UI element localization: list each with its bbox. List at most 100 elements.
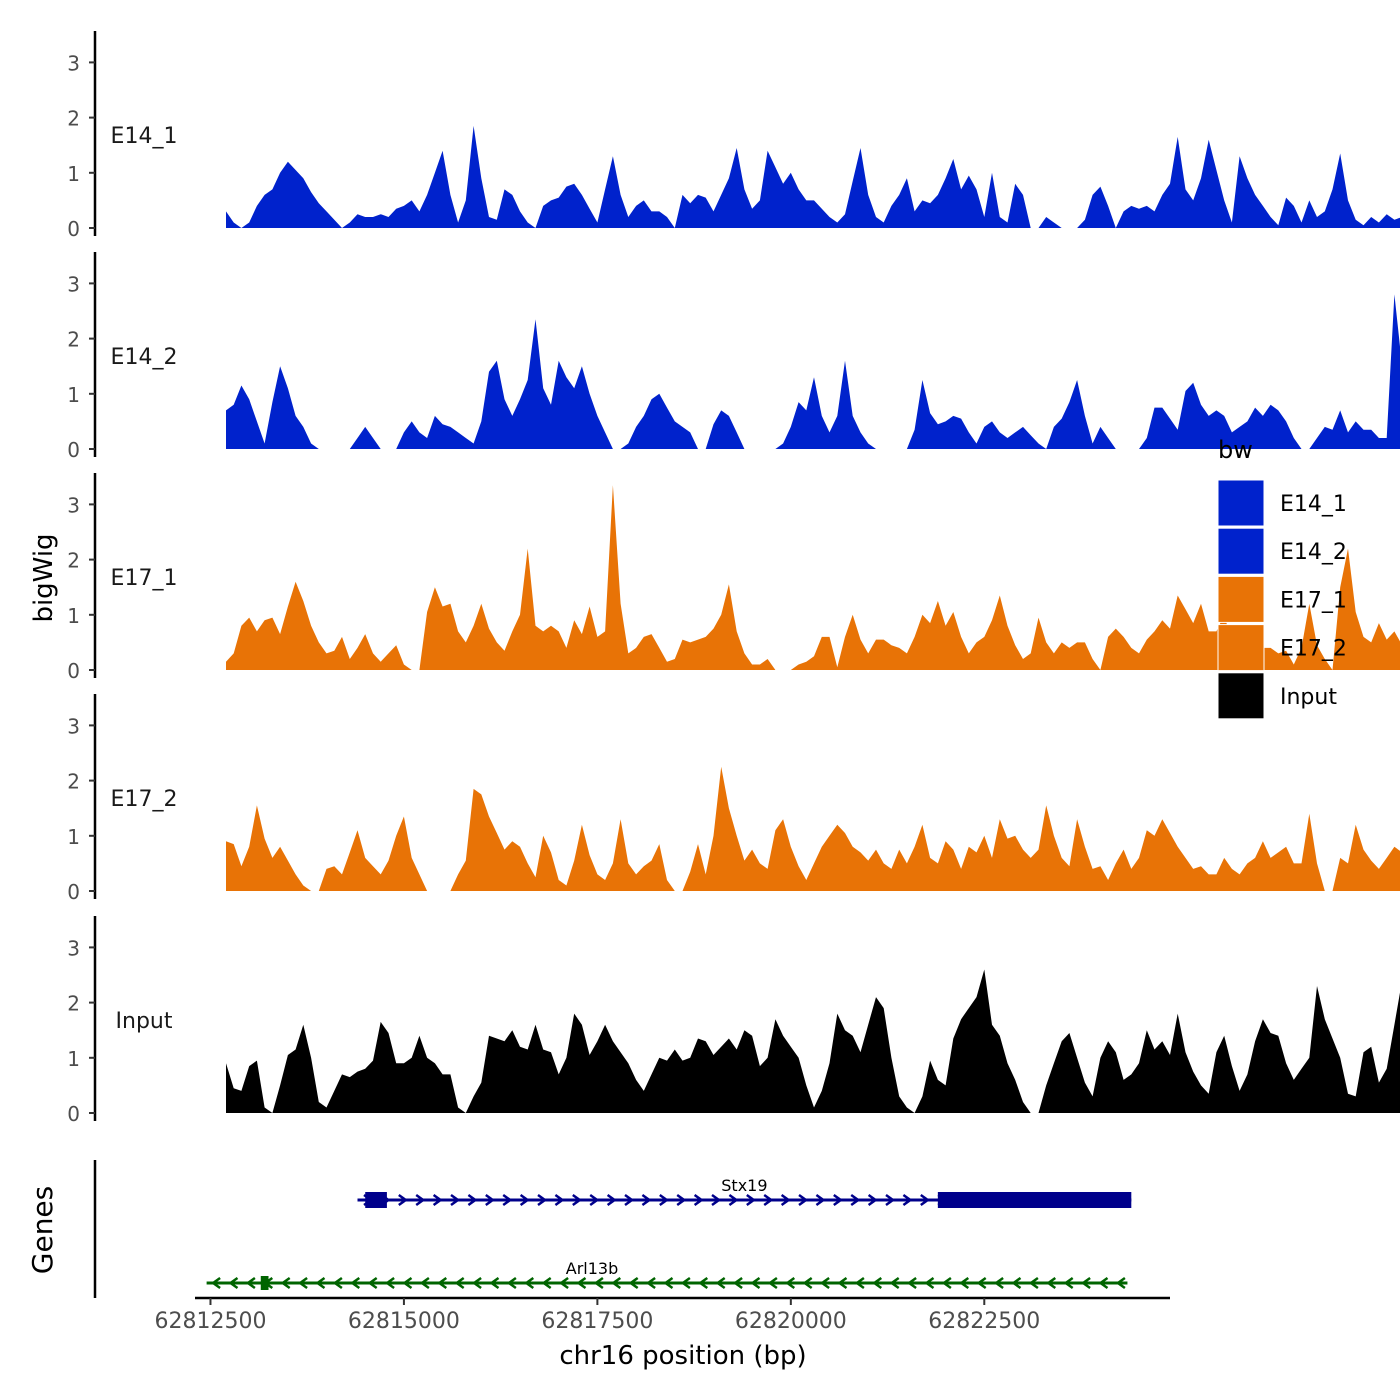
strand-chevron [676,1193,687,1207]
y-tick-label: 2 [67,107,80,131]
coverage-area [226,766,1400,891]
track-e17-1: 0 1 2 3 E17_1 [67,473,1400,683]
x-tick-label: 62812500 [154,1309,266,1334]
y-tick-label: 1 [67,604,80,628]
legend-swatch [1217,527,1265,575]
y-tick-label: 2 [67,328,80,352]
strand-chevron [819,1276,830,1290]
strand-chevron [993,1276,1004,1290]
strand-chevron [663,1276,674,1290]
strand-chevron [889,1276,900,1290]
strand-chevron [837,1276,848,1290]
y-tick-label: 0 [67,659,80,683]
y-tick-label: 0 [67,880,80,904]
y-tick-label: 1 [67,162,80,186]
y-tick-label: 1 [67,383,80,407]
legend-swatch [1217,672,1265,720]
strand-chevron [1011,1276,1022,1290]
strand-chevron [398,1193,408,1207]
y-tick-label: 3 [67,493,80,517]
track-label: E14_2 [111,345,178,370]
strand-chevron [941,1276,952,1290]
strand-chevron [959,1276,970,1290]
strand-chevron [576,1276,587,1290]
y-tick-label: 0 [67,438,80,462]
x-axis-title: chr16 position (bp) [559,1341,806,1371]
y-tick-label: 3 [67,936,80,960]
strand-chevron [763,1193,774,1207]
strand-chevron [524,1276,535,1290]
track-e14-1: 0 1 2 3 E14_1 [67,31,1400,241]
strand-chevron [437,1276,448,1290]
strand-chevron [750,1276,761,1290]
strand-chevron [350,1276,361,1290]
legend-entry-label: E14_1 [1280,492,1347,517]
strand-chevron [780,1193,791,1207]
strand-chevron [467,1193,478,1207]
strand-chevron [611,1276,622,1290]
track-label: E17_2 [111,787,178,812]
y-tick-label: 2 [67,770,80,794]
gene-name-label: Stx19 [721,1176,767,1195]
strand-chevron [402,1276,413,1290]
y-tick-label: 3 [67,51,80,75]
strand-chevron [384,1276,395,1290]
strand-chevron [711,1193,722,1207]
strand-chevron [419,1276,430,1290]
strand-chevron [924,1276,935,1290]
y-tick-label: 1 [67,825,80,849]
gene-exon [365,1192,387,1208]
strand-chevron [885,1193,896,1207]
x-tick-label: 62815000 [348,1309,460,1334]
strand-chevron [659,1193,669,1207]
x-tick-label: 62817500 [541,1309,653,1334]
strand-chevron [606,1193,617,1207]
gene-annotation-panel: Stx19 Arl13b [93,1160,1132,1298]
gene-stx19: Stx19 [357,1176,1132,1208]
strand-chevron [593,1276,604,1290]
coverage-tracks: 0 1 2 3 E14_1 0 1 2 3 E14_2 0 1 2 3 E17_1 0 1 2 3 E17_2 0 1 2 3… [67,31,1400,1126]
track-label: Input [116,1009,173,1034]
strand-chevron [976,1276,987,1290]
strand-chevron [1098,1276,1109,1290]
strand-chevron [558,1276,569,1290]
x-axis: 62812500 62815000 62817500 62820000 62822500 [154,1296,1170,1334]
y-axis-title: bigWig [29,533,59,622]
strand-chevron [432,1193,443,1207]
gene-exon [937,1192,1132,1208]
strand-chevron [471,1276,482,1290]
gene-arl13b: Arl13b [206,1259,1128,1290]
legend: bw E14_1 E14_2 E17_1 E17_2 Input [1217,436,1347,720]
strand-chevron [1046,1276,1057,1290]
strand-chevron [802,1276,813,1290]
strand-chevron [506,1276,517,1290]
strand-chevron [1115,1276,1126,1290]
y-tick-label: 0 [67,217,80,241]
y-tick-label: 0 [67,1102,80,1126]
strand-chevron [732,1276,743,1290]
strand-chevron [854,1276,865,1290]
strand-chevron [210,1276,221,1290]
strand-chevron [1063,1276,1074,1290]
strand-chevron [367,1276,378,1290]
strand-chevron [502,1193,513,1207]
strand-chevron [906,1276,917,1290]
genes-axis-title: Genes [26,1186,59,1274]
x-tick-label: 62820000 [735,1309,847,1334]
legend-entry-label: Input [1280,685,1337,710]
coverage-area [226,294,1400,449]
strand-chevron [872,1276,883,1290]
strand-chevron [850,1193,861,1207]
y-tick-label: 1 [67,1047,80,1071]
y-tick-label: 3 [67,272,80,296]
strand-chevron [1028,1276,1039,1290]
strand-chevron [767,1276,778,1290]
strand-chevron [920,1193,930,1207]
legend-title: bw [1218,436,1253,464]
strand-chevron [228,1276,239,1290]
strand-chevron [902,1193,913,1207]
strand-chevron [554,1193,565,1207]
y-tick-label: 3 [67,714,80,738]
x-tick-label: 62822500 [928,1309,1040,1334]
track-label: E17_1 [111,566,178,591]
